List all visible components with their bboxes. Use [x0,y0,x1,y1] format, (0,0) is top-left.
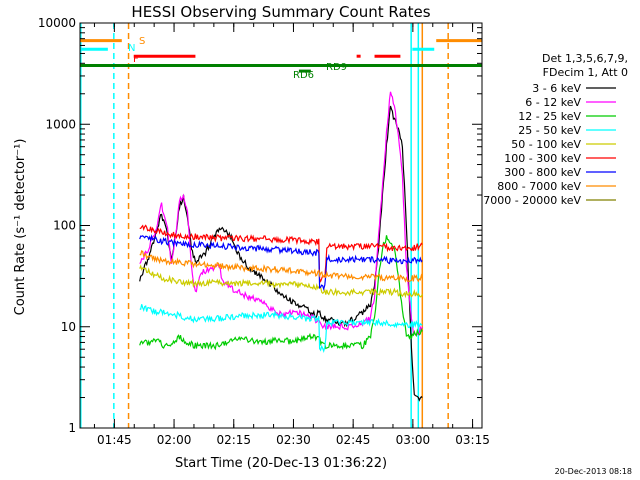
legend-header-line-2: FDecim 1, Att 0 [543,66,628,79]
y-tick-label-2: 100 [53,219,76,233]
timestamp: 20-Dec-2013 08:18 [555,467,632,476]
y-tick-label-4: 10000 [38,16,76,30]
x-axis-label: Start Time (20-Dec-13 01:36:22) [175,456,387,471]
series-line-300-800-kev [139,233,423,292]
x-tick-label-6: 03:15 [455,433,490,447]
series-line-800-7000-kev [139,249,423,283]
x-tick-label-3: 02:30 [276,433,311,447]
axes: 1 10 100 1000 10000 01:45 02:00 02:15 02:30 02:45… [38,16,490,447]
chart-title: HESSI Observing Summary Count Rates [131,3,430,21]
x-tick-label-1: 02:00 [157,433,192,447]
legend-label-7: 800 - 7000 keV [497,180,581,193]
legend-label-3: 25 - 50 keV [518,124,581,137]
state-bar-label-s: S [139,36,145,47]
state-bar-label-rd9: RD9 [326,62,347,73]
state-bars: SNF RD9 RD6 [80,36,482,81]
x-tick-label-5: 03:00 [396,433,431,447]
series-lines [139,91,423,402]
x-tick-label-4: 02:45 [336,433,371,447]
legend-label-5: 100 - 300 keV [504,152,581,165]
series-line-6-12-kev [139,91,423,336]
legend-label-6: 300 - 800 keV [504,166,581,179]
legend-label-1: 6 - 12 keV [525,96,581,109]
series-line-100-300-kev [139,224,423,283]
series-line-12-25-kev [139,235,423,351]
legend-header-line-1: Det 1,3,5,6,7,9, [542,52,628,65]
vertical-marker-lines [80,23,449,428]
series-line-25-50-kev [139,304,423,354]
legend-label-8: 7000 - 20000 keV [483,194,581,207]
x-tick-label-0: 01:45 [97,433,132,447]
legend-label-4: 50 - 100 keV [511,138,581,151]
series-line-50-100-kev [139,264,423,299]
y-tick-label-1: 10 [61,320,76,334]
y-tick-label-3: 1000 [45,117,76,131]
x-tick-label-2: 02:15 [216,433,251,447]
state-bar-label-rd6: RD6 [293,70,314,81]
legend-label-2: 12 - 25 keV [518,110,581,123]
y-axis-label: Count Rate (s⁻¹ detector⁻¹) [13,139,28,316]
legend-label-0: 3 - 6 keV [532,82,581,95]
state-bar-label-n: N [128,43,135,54]
state-bar-label-f: F [133,54,139,65]
y-tick-label-0: 1 [68,421,76,435]
